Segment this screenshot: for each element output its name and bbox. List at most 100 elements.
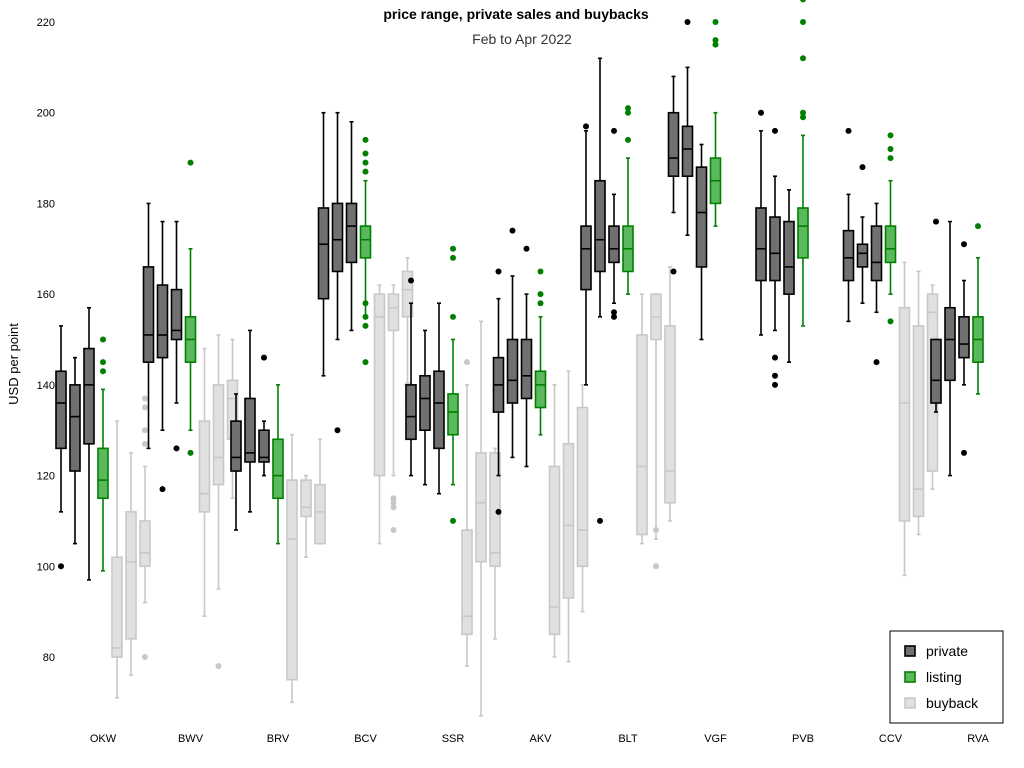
iqr-box (580, 225, 592, 291)
iqr-box (783, 220, 795, 295)
box-mark (125, 452, 137, 676)
outlier-point (583, 123, 589, 130)
category-group-blt (580, 57, 676, 570)
outlier-point (758, 109, 764, 116)
category-group-pvb (755, 0, 809, 388)
box-mark (506, 227, 519, 459)
iqr-box (447, 393, 459, 436)
x-tick-label: BWV (178, 733, 204, 745)
iqr-box (317, 207, 330, 300)
box-mark (170, 220, 183, 452)
outlier-point (450, 517, 456, 524)
outlier-point (362, 313, 369, 320)
outlier-point (772, 354, 778, 361)
category-group-brv (230, 329, 326, 704)
outlier-point (100, 359, 106, 366)
box-mark (667, 75, 680, 275)
box-mark (55, 325, 67, 570)
iqr-box (142, 266, 155, 363)
x-tick-label: BCV (354, 733, 377, 745)
outlier-point (142, 440, 148, 447)
box-mark (83, 306, 95, 581)
box-mark (97, 336, 109, 572)
x-tick-label: BLT (618, 733, 638, 745)
iqr-box (884, 225, 897, 264)
box-mark (230, 393, 242, 531)
iqr-box (55, 370, 67, 450)
iqr-box (405, 384, 417, 441)
outlier-point (362, 300, 369, 307)
iqr-box (433, 370, 445, 450)
iqr-box (664, 325, 676, 504)
outlier-point (509, 227, 516, 234)
iqr-box (667, 111, 680, 178)
outlier-point (653, 527, 659, 533)
iqr-box (944, 306, 956, 382)
iqr-box (576, 406, 589, 568)
outlier-point (887, 146, 894, 152)
box-mark (636, 293, 648, 545)
iqr-box (258, 429, 270, 463)
box-mark (944, 220, 956, 477)
iqr-box (373, 293, 386, 477)
box-mark (695, 143, 708, 341)
iqr-box (111, 556, 123, 658)
iqr-box (534, 370, 547, 409)
box-mark (548, 384, 561, 658)
box-mark (475, 320, 487, 717)
box-mark (345, 120, 358, 332)
iqr-box (681, 125, 694, 178)
outlier-point (450, 313, 456, 320)
box-mark (664, 266, 676, 522)
y-tick-label: 100 (37, 561, 55, 573)
iqr-box (230, 420, 242, 472)
iqr-box (300, 479, 312, 518)
box-mark (576, 384, 589, 613)
category-group-rva (930, 218, 984, 477)
x-tick-label: RVA (967, 733, 989, 745)
category-group-ccv (842, 127, 939, 577)
iqr-box (898, 306, 911, 522)
outlier-point (887, 155, 894, 162)
y-tick-label: 80 (43, 652, 55, 664)
legend-label-buyback: buyback (926, 695, 979, 711)
iqr-box (125, 511, 137, 640)
y-tick-label: 120 (37, 471, 55, 483)
box-mark (461, 359, 473, 667)
box-mark (870, 202, 883, 366)
iqr-box (475, 452, 487, 563)
box-mark (198, 347, 211, 617)
outlier-point (800, 114, 806, 121)
iqr-box (272, 438, 284, 500)
y-tick-label: 140 (37, 380, 55, 392)
outlier-point (712, 19, 719, 25)
x-tick-label: PVB (792, 733, 814, 745)
outlier-point (537, 268, 544, 275)
outlier-point (800, 19, 806, 25)
box-mark (842, 127, 855, 323)
outlier-point (142, 395, 148, 402)
box-mark (769, 127, 781, 388)
outlier-point (408, 277, 414, 284)
outlier-point (597, 517, 603, 524)
y-tick-label: 160 (37, 289, 55, 301)
outlier-point (142, 404, 148, 411)
outlier-point (390, 499, 397, 506)
box-mark (258, 354, 270, 477)
iqr-box (345, 202, 358, 264)
box-mark (156, 220, 169, 493)
outlier-point (159, 486, 166, 493)
outlier-point (362, 136, 369, 143)
iqr-box (212, 384, 225, 486)
outlier-point (772, 127, 778, 134)
box-mark (387, 284, 400, 533)
outlier-point (450, 245, 456, 252)
outlier-point (390, 527, 397, 533)
iqr-box (548, 465, 561, 636)
iqr-box (769, 216, 781, 282)
box-mark (433, 302, 445, 495)
iqr-box (461, 529, 473, 636)
outlier-point (772, 381, 778, 388)
outlier-point (187, 449, 194, 456)
box-mark (681, 19, 694, 236)
